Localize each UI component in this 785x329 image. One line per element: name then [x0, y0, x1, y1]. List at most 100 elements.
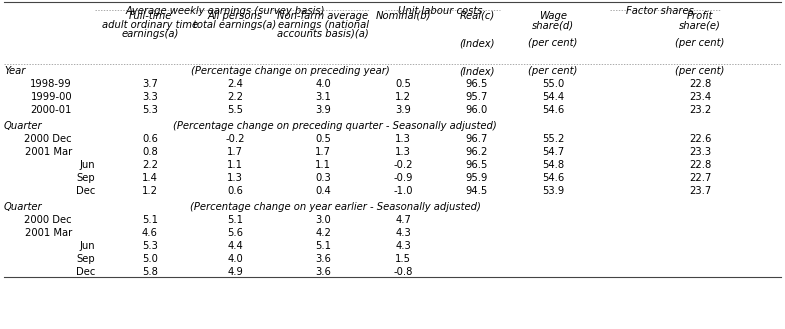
- Text: 54.6: 54.6: [542, 173, 564, 183]
- Text: 5.1: 5.1: [142, 215, 158, 225]
- Text: (Percentage change on year earlier - Seasonally adjusted): (Percentage change on year earlier - Sea…: [189, 202, 480, 212]
- Text: 55.2: 55.2: [542, 134, 564, 144]
- Text: Sep: Sep: [76, 254, 95, 264]
- Text: 54.6: 54.6: [542, 105, 564, 115]
- Text: 23.7: 23.7: [689, 186, 711, 196]
- Text: (per cent): (per cent): [675, 66, 725, 76]
- Text: 2000 Dec: 2000 Dec: [24, 134, 72, 144]
- Text: (per cent): (per cent): [528, 38, 578, 48]
- Text: All persons: All persons: [207, 11, 262, 21]
- Text: 5.5: 5.5: [227, 105, 243, 115]
- Text: 4.3: 4.3: [395, 241, 411, 251]
- Text: 3.7: 3.7: [142, 79, 158, 89]
- Text: 22.7: 22.7: [688, 173, 711, 183]
- Text: 1.2: 1.2: [395, 92, 411, 102]
- Text: earnings(a): earnings(a): [122, 29, 179, 39]
- Text: 23.2: 23.2: [689, 105, 711, 115]
- Text: 4.3: 4.3: [395, 228, 411, 238]
- Text: Year: Year: [4, 66, 25, 76]
- Text: 3.1: 3.1: [315, 92, 331, 102]
- Text: 95.9: 95.9: [466, 173, 488, 183]
- Text: 1.4: 1.4: [142, 173, 158, 183]
- Text: Full-time: Full-time: [128, 11, 172, 21]
- Text: (Index): (Index): [459, 38, 495, 48]
- Text: 22.6: 22.6: [688, 134, 711, 144]
- Text: 1.2: 1.2: [142, 186, 158, 196]
- Text: 96.2: 96.2: [466, 147, 488, 157]
- Text: 0.8: 0.8: [142, 147, 158, 157]
- Text: 0.4: 0.4: [315, 186, 330, 196]
- Text: 0.6: 0.6: [142, 134, 158, 144]
- Text: 1.1: 1.1: [227, 160, 243, 170]
- Text: Non-farm average: Non-farm average: [277, 11, 369, 21]
- Text: 4.2: 4.2: [315, 228, 331, 238]
- Text: 4.0: 4.0: [315, 79, 330, 89]
- Text: 4.6: 4.6: [142, 228, 158, 238]
- Text: 0.6: 0.6: [227, 186, 243, 196]
- Text: 5.3: 5.3: [142, 105, 158, 115]
- Text: 2000 Dec: 2000 Dec: [24, 215, 72, 225]
- Text: 1998-99: 1998-99: [31, 79, 72, 89]
- Text: Jun: Jun: [79, 160, 95, 170]
- Text: Quarter: Quarter: [4, 121, 42, 131]
- Text: 3.6: 3.6: [315, 267, 331, 277]
- Text: 3.6: 3.6: [315, 254, 331, 264]
- Text: 1.3: 1.3: [395, 134, 411, 144]
- Text: 3.9: 3.9: [395, 105, 411, 115]
- Text: 5.0: 5.0: [142, 254, 158, 264]
- Text: 54.7: 54.7: [542, 147, 564, 157]
- Text: 23.3: 23.3: [689, 147, 711, 157]
- Text: 22.8: 22.8: [689, 79, 711, 89]
- Text: Jun: Jun: [79, 241, 95, 251]
- Text: Sep: Sep: [76, 173, 95, 183]
- Text: 2.4: 2.4: [227, 79, 243, 89]
- Text: Profit: Profit: [687, 11, 714, 21]
- Text: Nominal(b): Nominal(b): [375, 11, 431, 21]
- Text: 1.5: 1.5: [395, 254, 411, 264]
- Text: 95.7: 95.7: [466, 92, 488, 102]
- Text: -0.9: -0.9: [393, 173, 413, 183]
- Text: accounts basis)(a): accounts basis)(a): [277, 29, 369, 39]
- Text: 1.3: 1.3: [395, 147, 411, 157]
- Text: 4.0: 4.0: [227, 254, 243, 264]
- Text: -0.2: -0.2: [225, 134, 245, 144]
- Text: total earnings(a): total earnings(a): [193, 20, 276, 30]
- Text: 94.5: 94.5: [466, 186, 488, 196]
- Text: 55.0: 55.0: [542, 79, 564, 89]
- Text: adult ordinary time: adult ordinary time: [102, 20, 198, 30]
- Text: 96.5: 96.5: [466, 160, 488, 170]
- Text: Average weekly earnings (survey basis): Average weekly earnings (survey basis): [126, 6, 325, 16]
- Text: 0.3: 0.3: [315, 173, 330, 183]
- Text: Factor shares: Factor shares: [626, 6, 694, 16]
- Text: 2001 Mar: 2001 Mar: [25, 228, 72, 238]
- Text: 5.8: 5.8: [142, 267, 158, 277]
- Text: 4.9: 4.9: [227, 267, 243, 277]
- Text: 1999-00: 1999-00: [31, 92, 72, 102]
- Text: (Index): (Index): [459, 66, 495, 76]
- Text: earnings (national: earnings (national: [278, 20, 368, 30]
- Text: 22.8: 22.8: [689, 160, 711, 170]
- Text: 2001 Mar: 2001 Mar: [25, 147, 72, 157]
- Text: 96.7: 96.7: [466, 134, 488, 144]
- Text: 2.2: 2.2: [227, 92, 243, 102]
- Text: Dec: Dec: [75, 267, 95, 277]
- Text: share(d): share(d): [532, 20, 574, 30]
- Text: Unit labour costs: Unit labour costs: [398, 6, 482, 16]
- Text: 5.3: 5.3: [142, 241, 158, 251]
- Text: 3.3: 3.3: [142, 92, 158, 102]
- Text: 3.0: 3.0: [315, 215, 330, 225]
- Text: (per cent): (per cent): [528, 66, 578, 76]
- Text: 1.1: 1.1: [315, 160, 331, 170]
- Text: (per cent): (per cent): [675, 38, 725, 48]
- Text: 5.1: 5.1: [315, 241, 331, 251]
- Text: -0.2: -0.2: [393, 160, 413, 170]
- Text: 0.5: 0.5: [315, 134, 331, 144]
- Text: 5.6: 5.6: [227, 228, 243, 238]
- Text: 23.4: 23.4: [689, 92, 711, 102]
- Text: Quarter: Quarter: [4, 202, 42, 212]
- Text: (Percentage change on preceding quarter - Seasonally adjusted): (Percentage change on preceding quarter …: [173, 121, 497, 131]
- Text: 96.0: 96.0: [466, 105, 488, 115]
- Text: 2.2: 2.2: [142, 160, 158, 170]
- Text: 0.5: 0.5: [395, 79, 411, 89]
- Text: 54.8: 54.8: [542, 160, 564, 170]
